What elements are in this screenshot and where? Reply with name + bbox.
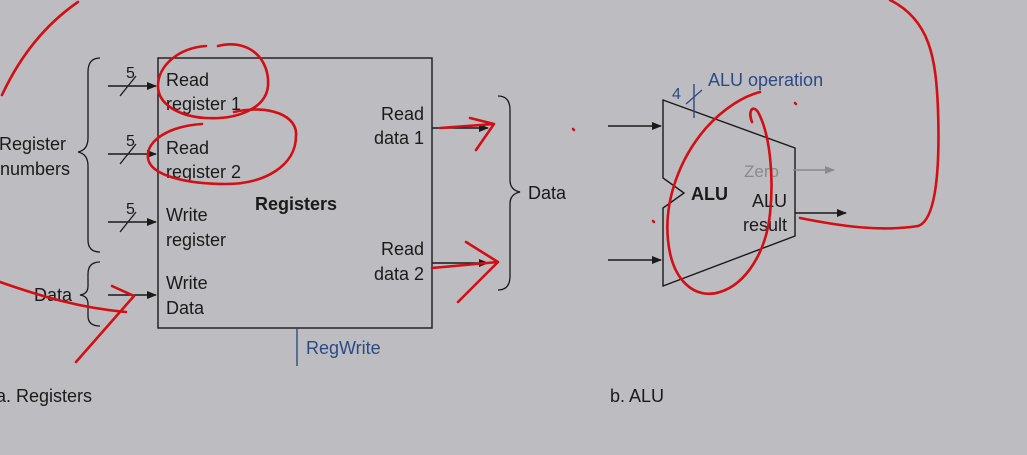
register-file: Register numbers Data 5 5 5 Read registe… <box>0 57 567 406</box>
bus-slash-1 <box>119 75 137 97</box>
annotation-stroke-top-left <box>0 0 80 97</box>
annotation-dot-3 <box>793 101 798 106</box>
alu-op-width: 4 <box>672 86 681 103</box>
data-input-brace <box>79 261 101 327</box>
alu: 4 ALU operation Zero ALU ALU result b. A… <box>608 70 847 406</box>
annotation-alu-oval <box>666 90 773 295</box>
annotation-alu-connector <box>798 0 940 230</box>
alu-op-slash <box>685 89 703 105</box>
read-data-1-label: Read <box>381 104 424 124</box>
read-data-2-label-2: data 2 <box>374 264 424 284</box>
regwrite-label: RegWrite <box>306 338 381 358</box>
registers-block <box>157 57 433 329</box>
read-register-2-label: Read <box>166 138 209 158</box>
annotation-data-arrow <box>0 280 128 314</box>
alu-result-label-2: result <box>743 215 787 235</box>
bus-slash-3 <box>119 211 137 233</box>
bus-width-2: 5 <box>126 133 135 150</box>
alu-zero-label: Zero <box>744 162 779 181</box>
data-input-label: Data <box>34 285 73 305</box>
output-data-label: Data <box>528 183 567 203</box>
bus-width-3: 5 <box>126 201 135 218</box>
annotation-read-data-2-arrow <box>430 240 500 304</box>
bus-width-1: 5 <box>126 65 135 82</box>
read-register-1-label: Read <box>166 70 209 90</box>
alu-shape <box>662 99 796 288</box>
hand-annotations <box>0 0 940 364</box>
registers-title: Registers <box>255 194 337 214</box>
annotation-dot-1 <box>571 127 576 132</box>
annotation-data-arrow-head <box>74 284 136 364</box>
annotation-dot-2 <box>651 219 656 224</box>
alu-caption: b. ALU <box>610 386 664 406</box>
read-register-2-label-2: register 2 <box>166 162 241 182</box>
register-numbers-label-2: numbers <box>0 159 70 179</box>
write-register-label-2: register <box>166 230 226 250</box>
alu-result-label: ALU <box>752 191 787 211</box>
bus-slash-2 <box>119 143 137 165</box>
read-register-1-label-2: register 1 <box>166 94 241 114</box>
read-data-2-label: Read <box>381 239 424 259</box>
annotation-read-data-1-arrow <box>438 116 496 152</box>
registers-caption: a. Registers <box>0 386 92 406</box>
annotation-circle-read-register-2 <box>146 108 298 186</box>
register-numbers-brace <box>77 57 101 253</box>
alu-op-label: ALU operation <box>708 70 823 90</box>
write-register-label: Write <box>166 205 208 225</box>
register-numbers-label: Register <box>0 134 66 154</box>
write-data-label: Write <box>166 273 208 293</box>
read-data-1-label-2: data 1 <box>374 128 424 148</box>
output-data-brace <box>497 95 521 291</box>
annotation-circle-read-register-1 <box>156 43 270 120</box>
write-data-label-2: Data <box>166 298 205 318</box>
alu-block-label: ALU <box>691 184 728 204</box>
